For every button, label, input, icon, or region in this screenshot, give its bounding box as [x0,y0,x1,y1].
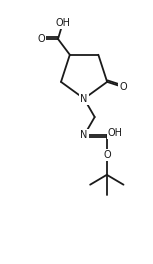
Text: N: N [80,130,88,140]
Text: O: O [37,34,45,44]
Text: OH: OH [55,18,70,28]
Text: O: O [103,150,111,160]
Text: OH: OH [108,128,123,138]
Text: O: O [119,82,127,92]
Text: N: N [80,94,88,104]
